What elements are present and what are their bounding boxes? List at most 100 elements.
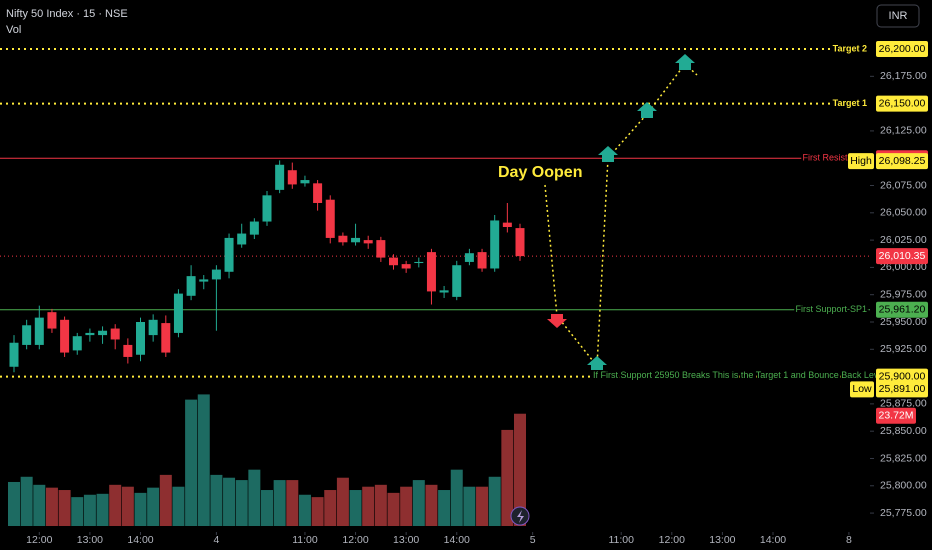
- volume-bar: [8, 481, 20, 526]
- volume-bar: [121, 486, 134, 526]
- volume-bar: [400, 486, 413, 526]
- candle-body: [9, 342, 19, 367]
- level-tag: 25,900.00: [879, 370, 926, 382]
- candle-body: [173, 293, 183, 333]
- candle-body: [85, 332, 95, 336]
- volume-bar: [374, 484, 387, 526]
- candle-body: [490, 220, 500, 269]
- volume-bar: [476, 486, 489, 526]
- candle-body: [262, 195, 272, 222]
- y-tick-label: 26,075.00: [880, 179, 927, 191]
- candle-body: [464, 253, 474, 262]
- y-tick-label: 26,050.00: [880, 207, 927, 219]
- candle-body: [338, 235, 348, 243]
- candle-body: [199, 279, 209, 282]
- x-tick-label: 13:00: [393, 534, 419, 546]
- volume-bar: [463, 486, 476, 526]
- up-arrow: [598, 146, 618, 162]
- level-tag-bg: [876, 301, 928, 318]
- candle-body: [224, 237, 234, 272]
- volume-bar: [185, 399, 198, 526]
- candle-body: [22, 325, 32, 345]
- level-tag: 25,961.20: [879, 304, 926, 316]
- volume-bar: [159, 474, 172, 526]
- volume-bar: [210, 474, 223, 526]
- x-tick-label: 4: [213, 534, 219, 546]
- volume-bar: [311, 497, 324, 526]
- volume-tag: 23.72M: [878, 410, 913, 422]
- high-name: High: [850, 155, 872, 167]
- currency-button[interactable]: [876, 4, 920, 28]
- candle-body: [414, 261, 424, 264]
- x-tick-label: 12:00: [342, 534, 368, 546]
- replay-icon-bolt[interactable]: [517, 510, 524, 523]
- volume-bar: [412, 480, 425, 526]
- x-tick-label: 8: [846, 534, 852, 546]
- high-name-bg: [848, 153, 874, 170]
- candle-body: [72, 336, 82, 351]
- volume-bar: [197, 394, 210, 526]
- x-tick-label: 13:00: [709, 534, 735, 546]
- candle-body: [60, 319, 70, 353]
- volume-bar: [172, 486, 185, 526]
- candle-body: [237, 233, 247, 245]
- candle-body: [389, 257, 398, 266]
- chart-title: Nifty 50 Index · 15 · NSE: [6, 8, 128, 20]
- up-arrow: [637, 102, 657, 118]
- volume-bar: [298, 494, 311, 526]
- candle-body: [148, 319, 158, 336]
- candle-body: [376, 240, 386, 258]
- subtitle: Vol: [6, 24, 21, 36]
- volume-bar: [147, 487, 160, 526]
- level-tag-bg: [876, 41, 928, 58]
- x-tick-label: 14:00: [760, 534, 786, 546]
- candle-body: [47, 312, 57, 329]
- candle-body: [287, 170, 297, 185]
- volume-bar: [273, 480, 286, 526]
- level-tag: 26,150.00: [879, 97, 926, 109]
- y-tick-label: 25,825.00: [880, 452, 927, 464]
- candle-body: [351, 237, 361, 243]
- volume-bar: [223, 477, 236, 526]
- low-name-bg: [850, 381, 874, 398]
- volume-bar: [248, 469, 261, 526]
- level-note: If First Support 25950 Breaks This is th…: [593, 370, 885, 380]
- level-tag: 26,200.00: [879, 43, 926, 55]
- currency-label[interactable]: INR: [889, 10, 908, 22]
- volume-bar: [387, 492, 400, 526]
- candle-body: [452, 265, 462, 297]
- candle-body: [161, 323, 171, 353]
- candle-body: [477, 252, 487, 269]
- y-tick-label: 25,950.00: [880, 316, 927, 328]
- volume-bar: [83, 494, 96, 526]
- x-tick-label: 12:00: [26, 534, 52, 546]
- volume-bar: [425, 484, 438, 526]
- candle-body: [325, 199, 335, 238]
- volume-bar: [109, 484, 122, 526]
- volume-bar: [286, 480, 299, 526]
- volume-bar: [501, 429, 514, 526]
- volume-bar: [96, 493, 109, 526]
- volume-bar: [336, 477, 349, 526]
- candle-body: [110, 328, 120, 340]
- y-tick-label: 25,875.00: [880, 398, 927, 410]
- candle-body: [439, 290, 449, 293]
- x-tick-label: 5: [530, 534, 536, 546]
- low-tag-bg: [876, 381, 928, 398]
- y-tick-label: 26,000.00: [880, 261, 927, 273]
- volume-bar: [71, 497, 84, 526]
- x-tick-label: 12:00: [659, 534, 685, 546]
- candle-body: [249, 221, 259, 235]
- y-tick-label: 25,925.00: [880, 343, 927, 355]
- annotation: Day Oopen: [498, 164, 582, 181]
- level-tag-bg: [876, 368, 928, 385]
- volume-bar: [58, 490, 71, 526]
- candle-body: [313, 183, 323, 203]
- low-name: Low: [852, 383, 872, 395]
- x-tick-label: 13:00: [77, 534, 103, 546]
- down-arrow: [547, 314, 567, 328]
- candle-body: [186, 276, 196, 296]
